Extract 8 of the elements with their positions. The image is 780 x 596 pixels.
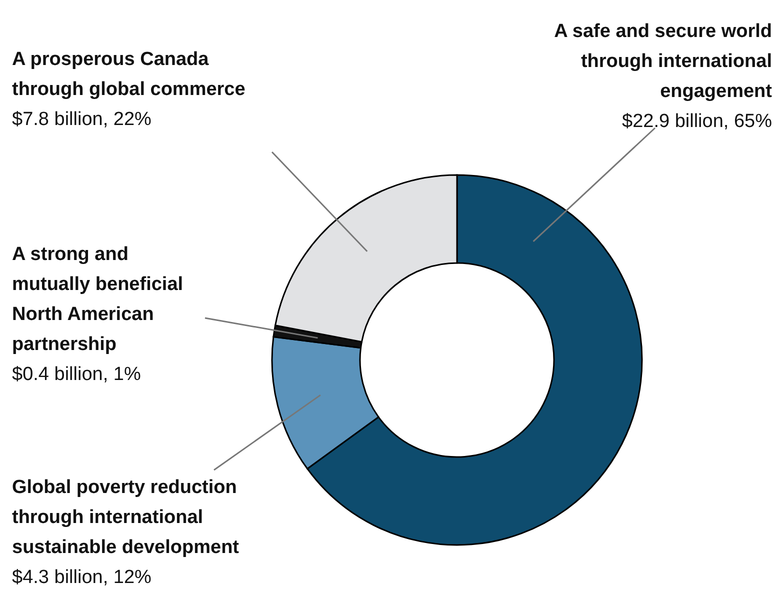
data-label: $7.8 billion, 22% bbox=[12, 109, 152, 130]
data-label: $22.9 billion, 65% bbox=[622, 111, 772, 132]
data-label: $0.4 billion, 1% bbox=[12, 364, 141, 385]
slice-label: A strong and mutually beneficial North American partnership bbox=[12, 244, 184, 355]
data-label: $4.3 billion, 12% bbox=[12, 567, 152, 588]
slice-label: A prosperous Canada through global commerce bbox=[12, 49, 246, 100]
slice-label: Global poverty reduction through international sustainable development bbox=[12, 477, 240, 558]
slice-label: A safe and secure world through international engagement bbox=[554, 21, 773, 102]
